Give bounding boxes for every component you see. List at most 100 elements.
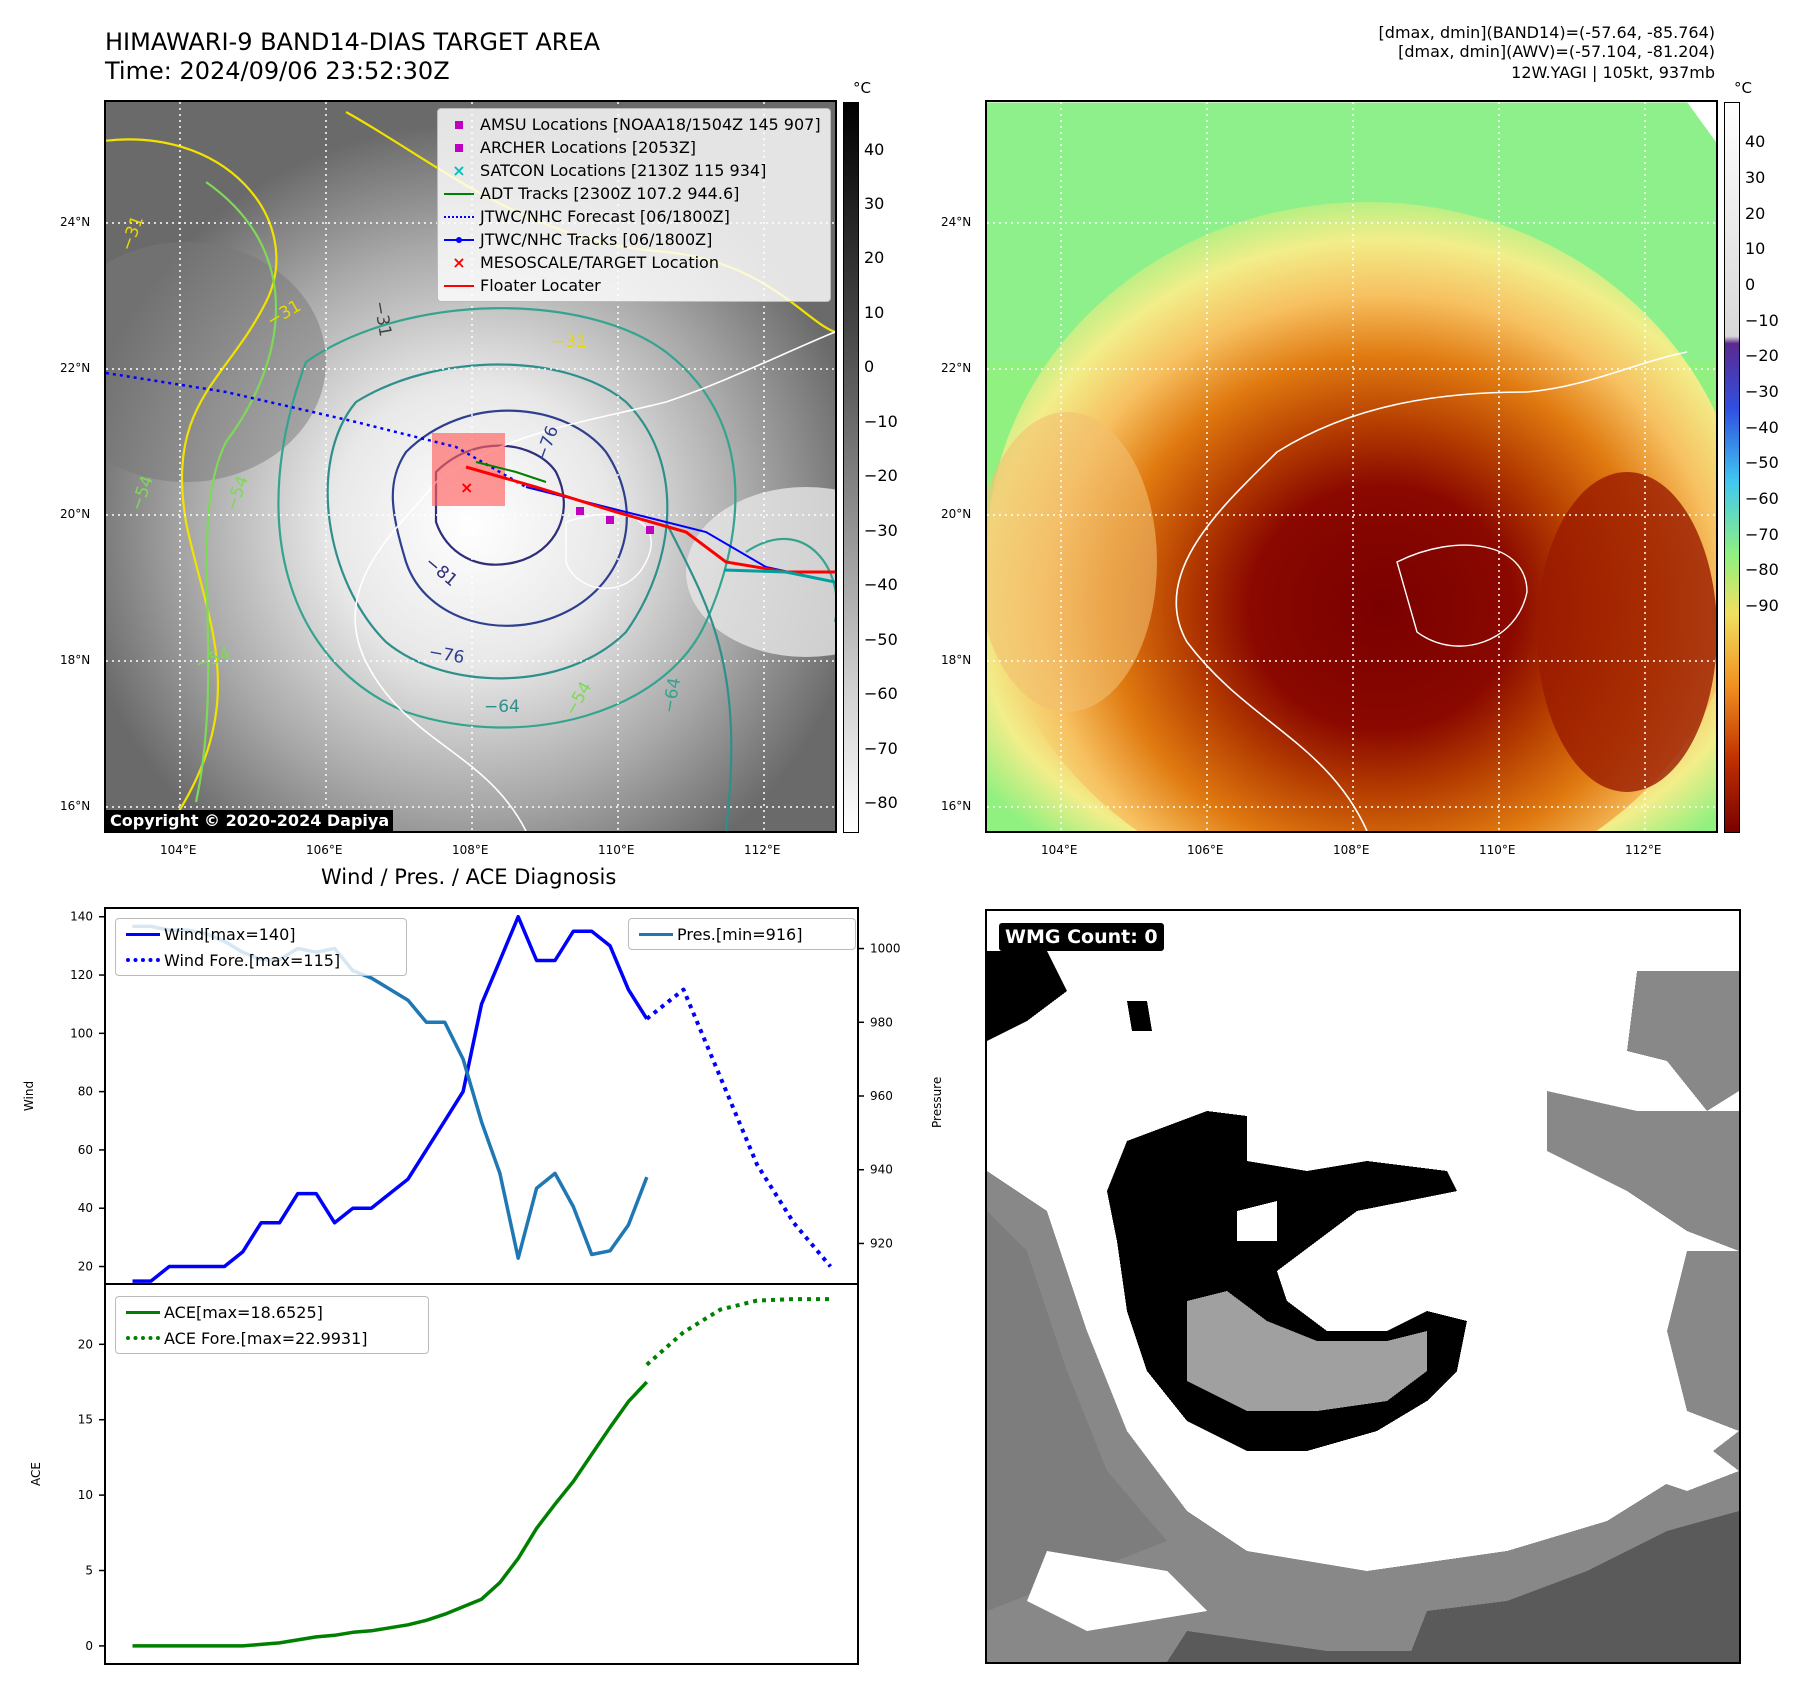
dotted-line-icon (122, 1336, 164, 1340)
dotted-line-icon (122, 958, 164, 962)
line-dot-icon (438, 236, 480, 243)
legend-item-archer: ARCHER Locations [2053Z] (438, 136, 830, 159)
x-marker-icon: × (452, 161, 466, 180)
lon-label: 108°E (452, 843, 489, 857)
line-icon (438, 192, 480, 195)
pressure-series-line (132, 924, 649, 1260)
lon-label: 104°E (160, 843, 197, 857)
ace-tick-label: 0 (85, 1639, 93, 1653)
band14-range: [dmax, dmin](BAND14)=(-57.64, -85.764) (1378, 23, 1715, 42)
lat-label: 20°N (60, 507, 91, 521)
ace-chart: 0 5 10 15 20 ACE (29, 1283, 859, 1665)
wind-tick-label: 140 (70, 910, 93, 924)
awv-map-panel (985, 100, 1718, 833)
figure-time: Time: 2024/09/06 23:52:30Z (105, 57, 450, 85)
colorbar-tick: −20 (864, 466, 898, 486)
awv-colorbar (1724, 102, 1740, 833)
lon-label: 112°E (744, 843, 781, 857)
pressure-legend: Pres.[min=916] (628, 918, 856, 950)
colorbar-tick: 20 (1745, 203, 1766, 223)
wind-tick-label: 100 (70, 1026, 93, 1040)
pressure-axis-label-outer: Pressure (930, 1076, 944, 1128)
ir-legend: AMSU Locations [NOAA18/1504Z 145 907] AR… (437, 108, 831, 302)
lat-label: 20°N (941, 507, 972, 521)
square-marker-icon (438, 143, 480, 152)
wmg-panel: WMG Count: 0 (985, 909, 1741, 1664)
ace-tick-label: 20 (78, 1337, 93, 1351)
colorbar-tick: −40 (864, 575, 898, 595)
line-icon (122, 1310, 164, 1314)
colorbar-tick: 10 (864, 302, 885, 322)
lon-label: 110°E (598, 843, 635, 857)
line-icon (635, 932, 677, 936)
colorbar-tick: −50 (1745, 453, 1779, 473)
colorbar-tick: −70 (864, 738, 898, 758)
colorbar-tick: −30 (1745, 381, 1779, 401)
colorbar-tick: −90 (1745, 595, 1779, 615)
lon-label: 106°E (306, 843, 343, 857)
wind-axis-label: Wind (22, 1081, 36, 1111)
lon-label: 108°E (1333, 843, 1370, 857)
svg-text:×: × (460, 478, 473, 497)
legend-item-pressure: Pres.[min=916] (635, 921, 849, 947)
line-icon (438, 284, 480, 287)
colorbar-tick: 30 (1745, 167, 1766, 187)
pressure-tick-label: 1000 (870, 942, 900, 956)
lon-label: 104°E (1041, 843, 1078, 857)
wind-tick-label: 80 (78, 1085, 93, 1099)
lat-label: 16°N (941, 799, 972, 813)
legend-item-wind-forecast: Wind Fore.[max=115] (122, 947, 400, 973)
lat-label: 18°N (941, 653, 972, 667)
colorbar-tick: 40 (864, 139, 885, 159)
colorbar-tick: −20 (1745, 346, 1779, 366)
ace-plot-frame (104, 1283, 859, 1665)
legend-item-jtwc-forecast: JTWC/NHC Forecast [06/1800Z] (438, 205, 830, 228)
ace-tick-label: 10 (78, 1488, 93, 1502)
diagnosis-title: Wind / Pres. / ACE Diagnosis (321, 865, 617, 889)
legend-item-mesoscale: × MESOSCALE/TARGET Location (438, 251, 830, 274)
awv-range: [dmax, dmin](AWV)=(-57.104, -81.204) (1398, 42, 1715, 61)
square-marker-icon (438, 120, 480, 129)
lat-label: 22°N (941, 361, 972, 375)
awv-map-image (987, 102, 1716, 831)
wind-legend: Wind[max=140] Wind Fore.[max=115] (115, 918, 407, 976)
figure-title: HIMAWARI-9 BAND14-DIAS TARGET AREA (105, 28, 601, 56)
dotted-line-icon (438, 215, 480, 218)
ace-legend: ACE[max=18.6525] ACE Fore.[max=22.9931] (115, 1296, 429, 1354)
colorbar-tick: −80 (1745, 560, 1779, 580)
lon-label: 112°E (1625, 843, 1662, 857)
colorbar-tick: −40 (1745, 417, 1779, 437)
colorbar-tick: 10 (1745, 239, 1766, 259)
colorbar-tick: −10 (1745, 310, 1779, 330)
colorbar-tick: −70 (1745, 524, 1779, 544)
ir-colorbar (843, 102, 859, 833)
ace-tick-label: 15 (78, 1413, 93, 1427)
legend-item-floater: Floater Locater (438, 274, 830, 297)
pressure-tick-label: 920 (870, 1236, 893, 1250)
colorbar-tick: −30 (864, 520, 898, 540)
lat-label: 22°N (60, 361, 91, 375)
ace-tick-label: 5 (85, 1564, 93, 1578)
colorbar-tick: 40 (1745, 132, 1766, 152)
lat-label: 18°N (60, 653, 91, 667)
ir-colorbar-unit: °C (853, 79, 871, 97)
wind-tick-label: 120 (70, 968, 93, 982)
wmg-image (987, 951, 1739, 1662)
copyright-badge: Copyright © 2020-2024 Dapiya (106, 810, 394, 831)
legend-item-ace: ACE[max=18.6525] (122, 1299, 422, 1325)
lon-label: 106°E (1187, 843, 1224, 857)
colorbar-tick: 0 (1745, 274, 1756, 294)
lat-label: 24°N (60, 215, 91, 229)
legend-item-satcon: × SATCON Locations [2130Z 115 934] (438, 159, 830, 182)
colorbar-tick: −50 (864, 629, 898, 649)
line-icon (122, 932, 164, 936)
wind-tick-label: 60 (78, 1143, 93, 1157)
colorbar-tick: −10 (864, 411, 898, 431)
ace-series-line (132, 1380, 649, 1648)
wind-series-line (132, 914, 649, 1283)
legend-item-wind: Wind[max=140] (122, 921, 400, 947)
pressure-tick-label: 940 (870, 1163, 893, 1177)
colorbar-tick: 20 (864, 248, 885, 268)
pressure-tick-label: 960 (870, 1089, 893, 1103)
legend-item-ace-forecast: ACE Fore.[max=22.9931] (122, 1325, 422, 1351)
